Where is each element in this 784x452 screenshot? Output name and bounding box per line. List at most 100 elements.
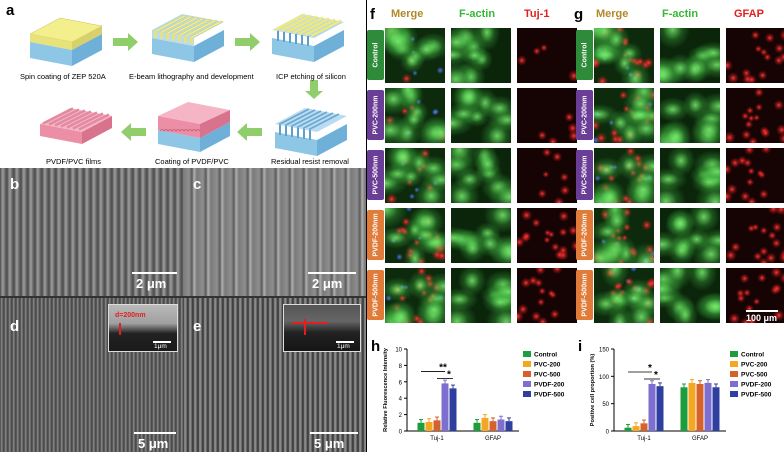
arrow-right-2 bbox=[235, 33, 260, 51]
scale-bar-d bbox=[134, 432, 176, 434]
panel-label-h: h bbox=[371, 338, 381, 355]
i-ytick-label-2: 100 bbox=[599, 375, 610, 381]
g-row-label-3: PVDF-200nm bbox=[576, 210, 593, 260]
h-legend-label-3: PVDF-200 bbox=[534, 382, 565, 389]
h-ylabel: Relative Fluorescence Intensity bbox=[383, 347, 389, 432]
step-caption-3: ICP etching of silicon bbox=[276, 72, 346, 81]
header-f-factin: F-actin bbox=[459, 8, 496, 20]
f-tile-2-merge bbox=[385, 148, 445, 203]
header-f-merge: Merge bbox=[391, 8, 424, 20]
h-legend-label-1: PVC-200 bbox=[534, 362, 561, 369]
panel-label-d: d bbox=[10, 318, 20, 335]
f-tile-1-red bbox=[517, 88, 577, 143]
f-row-label-text-1: PVC-200nm bbox=[372, 95, 379, 135]
scale-bar-fluor bbox=[746, 310, 778, 312]
g-row-label-text-1: PVC-200nm bbox=[581, 95, 588, 135]
g-tile-0-green bbox=[660, 28, 720, 83]
g-row-label-1: PVC-200nm bbox=[576, 90, 593, 140]
sem-panel-d: d d=200nm 1μm 5 μm bbox=[0, 298, 183, 452]
f-row-label-2: PVC-500nm bbox=[367, 150, 384, 200]
panel-label-a: a bbox=[6, 2, 15, 19]
h-legend-label-0: Control bbox=[534, 352, 557, 359]
step-caption-5: Coating of PVDF/PVC bbox=[155, 157, 229, 166]
f-tile-0-merge bbox=[385, 28, 445, 83]
g-row-label-text-0: Control bbox=[581, 42, 588, 68]
g-tile-0-merge bbox=[594, 28, 654, 83]
h-legend-swatch-4 bbox=[523, 391, 531, 397]
scale-label-d: 5 μm bbox=[138, 436, 169, 451]
i-ytick-label-1: 50 bbox=[602, 402, 609, 408]
arrow-left-4 bbox=[237, 123, 262, 141]
f-tile-4-red bbox=[517, 268, 577, 323]
header-g-factin: F-actin bbox=[662, 8, 699, 20]
sem-panel-e: e 1μm 5 μm bbox=[183, 298, 366, 452]
sem-panel-c: c 2 μm bbox=[183, 168, 366, 296]
inset-d-marker bbox=[119, 323, 121, 335]
i-bar-1-1 bbox=[688, 382, 696, 431]
scale-label-c: 2 μm bbox=[312, 276, 343, 291]
f-tile-0-red bbox=[517, 28, 577, 83]
h-bar-0-4 bbox=[449, 388, 457, 431]
f-row-label-1: PVC-200nm bbox=[367, 90, 384, 140]
g-row-label-4: PVDF-500nm bbox=[576, 270, 593, 320]
g-tile-3-green bbox=[660, 208, 720, 263]
scale-label-b: 2 μm bbox=[136, 276, 167, 291]
f-tile-1-green bbox=[451, 88, 511, 143]
fabrication-schematic bbox=[29, 13, 347, 156]
i-legend-label-1: PVC-200 bbox=[741, 362, 768, 369]
f-tile-1-merge bbox=[385, 88, 445, 143]
g-tile-4-red bbox=[726, 268, 784, 323]
inset-e-scale-bar bbox=[336, 341, 354, 343]
g-tile-1-green bbox=[660, 88, 720, 143]
block-spin-coat bbox=[29, 17, 103, 66]
h-bar-1-0 bbox=[473, 422, 481, 431]
i-ylabel: Positive cell proportion (%) bbox=[590, 354, 596, 427]
h-xtick-label-1: GFAP bbox=[485, 436, 501, 442]
block-coating bbox=[158, 102, 230, 152]
h-bar-1-3 bbox=[497, 419, 505, 431]
panel-a: a bbox=[0, 0, 366, 168]
h-bar-0-3 bbox=[441, 383, 449, 431]
sem-panel-b: b 2 μm bbox=[0, 168, 183, 296]
h-ytick-label-3: 6 bbox=[399, 380, 403, 386]
vertical-divider bbox=[366, 0, 367, 452]
h-sig-star-0: ** bbox=[439, 362, 447, 373]
panel-label-b: b bbox=[10, 176, 20, 193]
f-tile-4-merge bbox=[385, 268, 445, 323]
block-icp-etch bbox=[272, 13, 344, 62]
inset-d-scale-label: 1μm bbox=[154, 343, 167, 350]
g-tile-2-merge bbox=[594, 148, 654, 203]
arrow-down-3 bbox=[305, 80, 323, 99]
h-legend-swatch-3 bbox=[523, 381, 531, 387]
step-caption-1: Spin coating of ZEP 520A bbox=[20, 72, 106, 81]
panel-label-i: i bbox=[578, 338, 583, 355]
block-resist-removal bbox=[275, 108, 347, 156]
panel-label-c: c bbox=[193, 176, 202, 193]
i-bar-0-4 bbox=[656, 386, 664, 431]
i-legend-swatch-3 bbox=[730, 381, 738, 387]
panel-f: f Merge F-actin Tuj-1 Control PVC-200nm PV… bbox=[367, 0, 577, 330]
inset-d-annotation: d=200nm bbox=[115, 312, 146, 319]
h-ytick-label-1: 2 bbox=[399, 413, 403, 419]
g-row-label-text-3: PVDF-200nm bbox=[581, 213, 588, 257]
i-bar-1-2 bbox=[696, 383, 704, 431]
inset-d: d=200nm 1μm bbox=[108, 304, 178, 352]
h-ytick-label-5: 10 bbox=[395, 348, 402, 354]
header-f-tuj1: Tuj-1 bbox=[524, 8, 550, 20]
f-row-label-3: PVDF-200nm bbox=[367, 210, 384, 260]
f-tile-4-green bbox=[451, 268, 511, 323]
step-caption-6: PVDF/PVC films bbox=[46, 157, 102, 166]
h-legend-swatch-0 bbox=[523, 351, 531, 357]
i-bar-1-4 bbox=[712, 387, 720, 431]
h-bar-1-4 bbox=[505, 421, 513, 431]
i-legend-swatch-4 bbox=[730, 391, 738, 397]
i-bar-0-1 bbox=[632, 426, 640, 431]
inset-d-scale-bar bbox=[153, 341, 171, 343]
h-ytick-label-2: 4 bbox=[399, 397, 403, 403]
panel-i: i 0 50 100 150 Positive cell proportion (%) T… bbox=[574, 335, 784, 452]
scale-label-fluor: 100 μm bbox=[746, 313, 778, 323]
scale-bar-e bbox=[310, 432, 358, 434]
arrow-right-1 bbox=[113, 33, 138, 51]
block-ebeam bbox=[152, 14, 224, 62]
f-tile-2-green bbox=[451, 148, 511, 203]
